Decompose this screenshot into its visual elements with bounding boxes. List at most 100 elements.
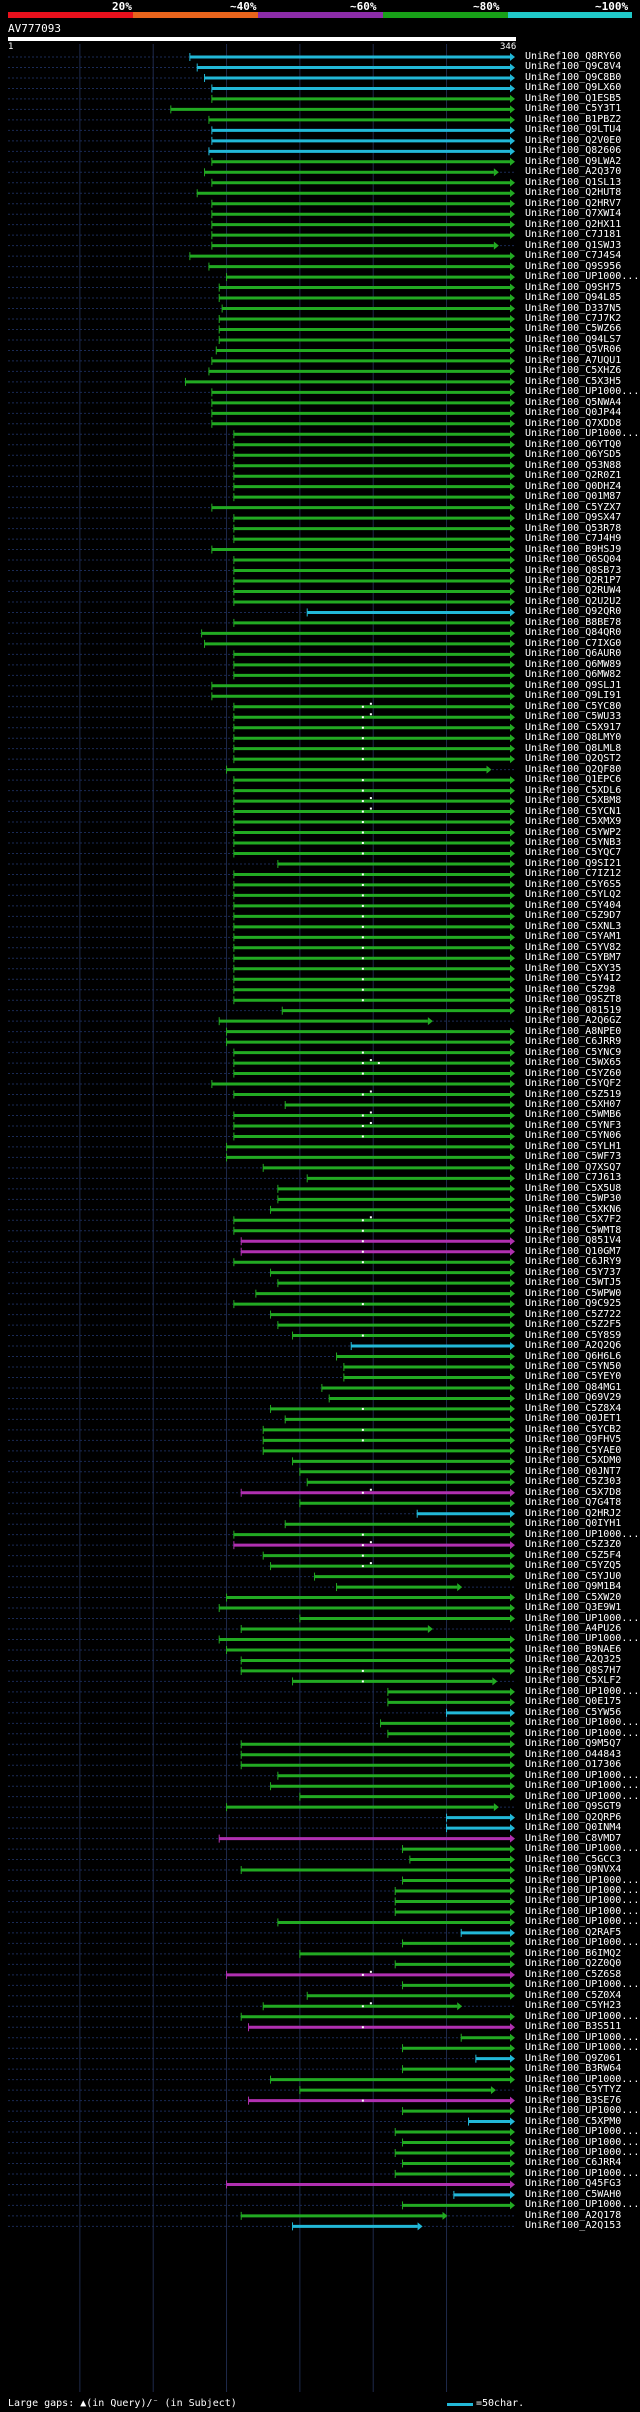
- hit-label[interactable]: UniRef100_C5Y6S5: [525, 878, 622, 890]
- hit-label[interactable]: UniRef100_C7J613: [525, 1172, 622, 1184]
- hit-label[interactable]: UniRef100_Q2R0Z1: [525, 470, 622, 482]
- hit-label[interactable]: UniRef100_UP1000...: [525, 2105, 640, 2117]
- hit-label[interactable]: UniRef100_A4PU26: [525, 1623, 622, 1634]
- hit-label[interactable]: UniRef100_Q2RAF5: [525, 1926, 622, 1938]
- hit-label[interactable]: UniRef100_C5WTJ5: [525, 1277, 622, 1289]
- hit-label[interactable]: UniRef100_UP1000...: [525, 1905, 640, 1917]
- hit-label[interactable]: UniRef100_Q8LMY0: [525, 732, 622, 744]
- hit-label[interactable]: UniRef100_Q82606: [525, 145, 622, 157]
- hit-label[interactable]: UniRef100_Q94LS7: [525, 333, 622, 345]
- hit-label[interactable]: UniRef100_C5XKN6: [525, 1203, 622, 1215]
- hit-label[interactable]: UniRef100_C7J7K2: [525, 313, 622, 324]
- hit-label[interactable]: UniRef100_Q6MW82: [525, 669, 622, 681]
- hit-label[interactable]: UniRef100_C5YLQ2: [525, 889, 622, 901]
- hit-label[interactable]: UniRef100_UP1000...: [525, 1937, 640, 1949]
- hit-label[interactable]: UniRef100_Q6H6L6: [525, 1350, 622, 1362]
- hit-label[interactable]: UniRef100_Q0INM4: [525, 1822, 622, 1834]
- hit-label[interactable]: UniRef100_C6JRY9: [525, 1256, 622, 1268]
- hit-label[interactable]: UniRef100_C5Z5F4: [525, 1549, 622, 1561]
- hit-label[interactable]: UniRef100_B9NAE6: [525, 1643, 622, 1655]
- hit-label[interactable]: UniRef100_Q1ESB5: [525, 92, 622, 104]
- hit-label[interactable]: UniRef100_A2Q153: [525, 2220, 622, 2232]
- hit-label[interactable]: UniRef100_C7IZ12: [525, 868, 622, 880]
- hit-label[interactable]: UniRef100_Q8SB73: [525, 564, 622, 576]
- hit-label[interactable]: UniRef100_UP1000...: [525, 2199, 640, 2211]
- hit-label[interactable]: UniRef100_C5Z9D7: [525, 910, 622, 922]
- hit-label[interactable]: UniRef100_C7J4S4: [525, 250, 622, 262]
- hit-label[interactable]: UniRef100_C5Y3T1: [525, 103, 622, 115]
- hit-label[interactable]: UniRef100_UP1000...: [525, 1727, 640, 1739]
- hit-label[interactable]: UniRef100_Q2HRV7: [525, 197, 622, 209]
- hit-label[interactable]: UniRef100_C6JRR4: [525, 2157, 622, 2169]
- hit-label[interactable]: UniRef100_UP1000...: [525, 1885, 640, 1896]
- hit-label[interactable]: UniRef100_C5Z98: [525, 983, 616, 995]
- hit-label[interactable]: UniRef100_Q851V4: [525, 1235, 622, 1247]
- hit-label[interactable]: UniRef100_C5YBM7: [525, 952, 622, 964]
- hit-label[interactable]: UniRef100_Q9SH75: [525, 281, 622, 293]
- hit-label[interactable]: UniRef100_C5YLH1: [525, 1140, 622, 1152]
- hit-label[interactable]: UniRef100_UP1000...: [525, 2147, 640, 2158]
- hit-label[interactable]: UniRef100_C5YZ60: [525, 1067, 622, 1079]
- hit-label[interactable]: UniRef100_Q2HRJ2: [525, 1507, 622, 1519]
- hit-label[interactable]: UniRef100_C5YEY0: [525, 1371, 622, 1383]
- hit-label[interactable]: UniRef100_Q3E9W1: [525, 1602, 622, 1614]
- hit-label[interactable]: UniRef100_Q9M1B4: [525, 1581, 622, 1593]
- hit-label[interactable]: UniRef100_C5Z519: [525, 1088, 622, 1100]
- hit-label[interactable]: UniRef100_Q0JP44: [525, 407, 622, 419]
- hit-label[interactable]: UniRef100_Q6YTQ0: [525, 438, 622, 450]
- hit-label[interactable]: UniRef100_Q53N88: [525, 459, 622, 471]
- hit-label[interactable]: UniRef100_Q2QF80: [525, 763, 622, 775]
- hit-label[interactable]: UniRef100_Q9LX60: [525, 82, 622, 94]
- hit-label[interactable]: UniRef100_C5YAE0: [525, 1444, 622, 1456]
- hit-label[interactable]: UniRef100_UP1000...: [525, 1895, 640, 1907]
- hit-label[interactable]: UniRef100_C5WMT8: [525, 1224, 622, 1236]
- hit-label[interactable]: UniRef100_C5Y4I2: [525, 973, 622, 985]
- hit-label[interactable]: UniRef100_C5YNB3: [525, 837, 622, 848]
- hit-label[interactable]: UniRef100_C5XLF2: [525, 1675, 622, 1687]
- hit-label[interactable]: UniRef100_C5X917: [525, 721, 622, 733]
- hit-label[interactable]: UniRef100_B9HSJ9: [525, 543, 622, 555]
- hit-label[interactable]: UniRef100_C5YCN1: [525, 805, 622, 817]
- hit-label[interactable]: UniRef100_C5X7D8: [525, 1486, 622, 1498]
- hit-label[interactable]: UniRef100_B8BE78: [525, 616, 622, 628]
- hit-label[interactable]: UniRef100_Q9LTU4: [525, 124, 622, 136]
- hit-label[interactable]: UniRef100_UP1000...: [525, 1633, 640, 1645]
- hit-label[interactable]: UniRef100_C5Z3Z0: [525, 1539, 622, 1551]
- hit-label[interactable]: UniRef100_C5Z2F5: [525, 1319, 622, 1331]
- hit-label[interactable]: UniRef100_C5YW56: [525, 1706, 622, 1718]
- hit-label[interactable]: UniRef100_C5WP30: [525, 1193, 622, 1205]
- hit-label[interactable]: UniRef100_Q2RUW4: [525, 585, 622, 597]
- hit-label[interactable]: UniRef100_Q1SL13: [525, 176, 622, 188]
- hit-label[interactable]: UniRef100_UP1000...: [525, 1843, 640, 1855]
- hit-label[interactable]: UniRef100_C5YH23: [525, 2000, 622, 2012]
- hit-label[interactable]: UniRef100_C5Z0X4: [525, 1989, 622, 2001]
- hit-label[interactable]: UniRef100_C5XPM0: [525, 2115, 622, 2127]
- hit-label[interactable]: UniRef100_Q1EPC6: [525, 774, 622, 786]
- hit-label[interactable]: UniRef100_Q6YSD5: [525, 449, 622, 461]
- hit-label[interactable]: UniRef100_Q84MG1: [525, 1381, 622, 1393]
- hit-label[interactable]: UniRef100_C5YJU0: [525, 1570, 622, 1582]
- hit-label[interactable]: UniRef100_C5WPW0: [525, 1287, 622, 1299]
- hit-label[interactable]: UniRef100_Q5VR06: [525, 344, 622, 356]
- hit-label[interactable]: UniRef100_D337N5: [525, 302, 622, 314]
- hit-label[interactable]: UniRef100_UP1000...: [525, 271, 640, 283]
- hit-label[interactable]: UniRef100_C5X7F2: [525, 1214, 622, 1226]
- hit-label[interactable]: UniRef100_UP1000...: [525, 1790, 640, 1802]
- hit-label[interactable]: UniRef100_UP1000...: [525, 386, 640, 398]
- hit-label[interactable]: UniRef100_Q0IYH1: [525, 1518, 622, 1530]
- hit-label[interactable]: UniRef100_C5XDM0: [525, 1455, 622, 1467]
- hit-label[interactable]: UniRef100_Q9NVX4: [525, 1864, 622, 1876]
- hit-label[interactable]: UniRef100_Q9SGT9: [525, 1801, 622, 1813]
- hit-label[interactable]: UniRef100_C5XBM8: [525, 795, 622, 807]
- hit-label[interactable]: UniRef100_Q7XDD8: [525, 417, 622, 429]
- hit-label[interactable]: UniRef100_Q6SQ04: [525, 554, 622, 566]
- hit-label[interactable]: UniRef100_C6JRR9: [525, 1036, 622, 1048]
- hit-label[interactable]: UniRef100_Q2HUT8: [525, 187, 622, 199]
- hit-label[interactable]: UniRef100_UP1000...: [525, 1979, 640, 1991]
- hit-label[interactable]: UniRef100_C8VMD7: [525, 1832, 622, 1844]
- hit-label[interactable]: UniRef100_C5YZX7: [525, 501, 622, 513]
- hit-label[interactable]: UniRef100_C5YNC9: [525, 1046, 622, 1058]
- hit-label[interactable]: UniRef100_C5XW20: [525, 1591, 622, 1603]
- hit-label[interactable]: UniRef100_UP1000...: [525, 2031, 640, 2043]
- hit-label[interactable]: UniRef100_Q2HX11: [525, 218, 622, 230]
